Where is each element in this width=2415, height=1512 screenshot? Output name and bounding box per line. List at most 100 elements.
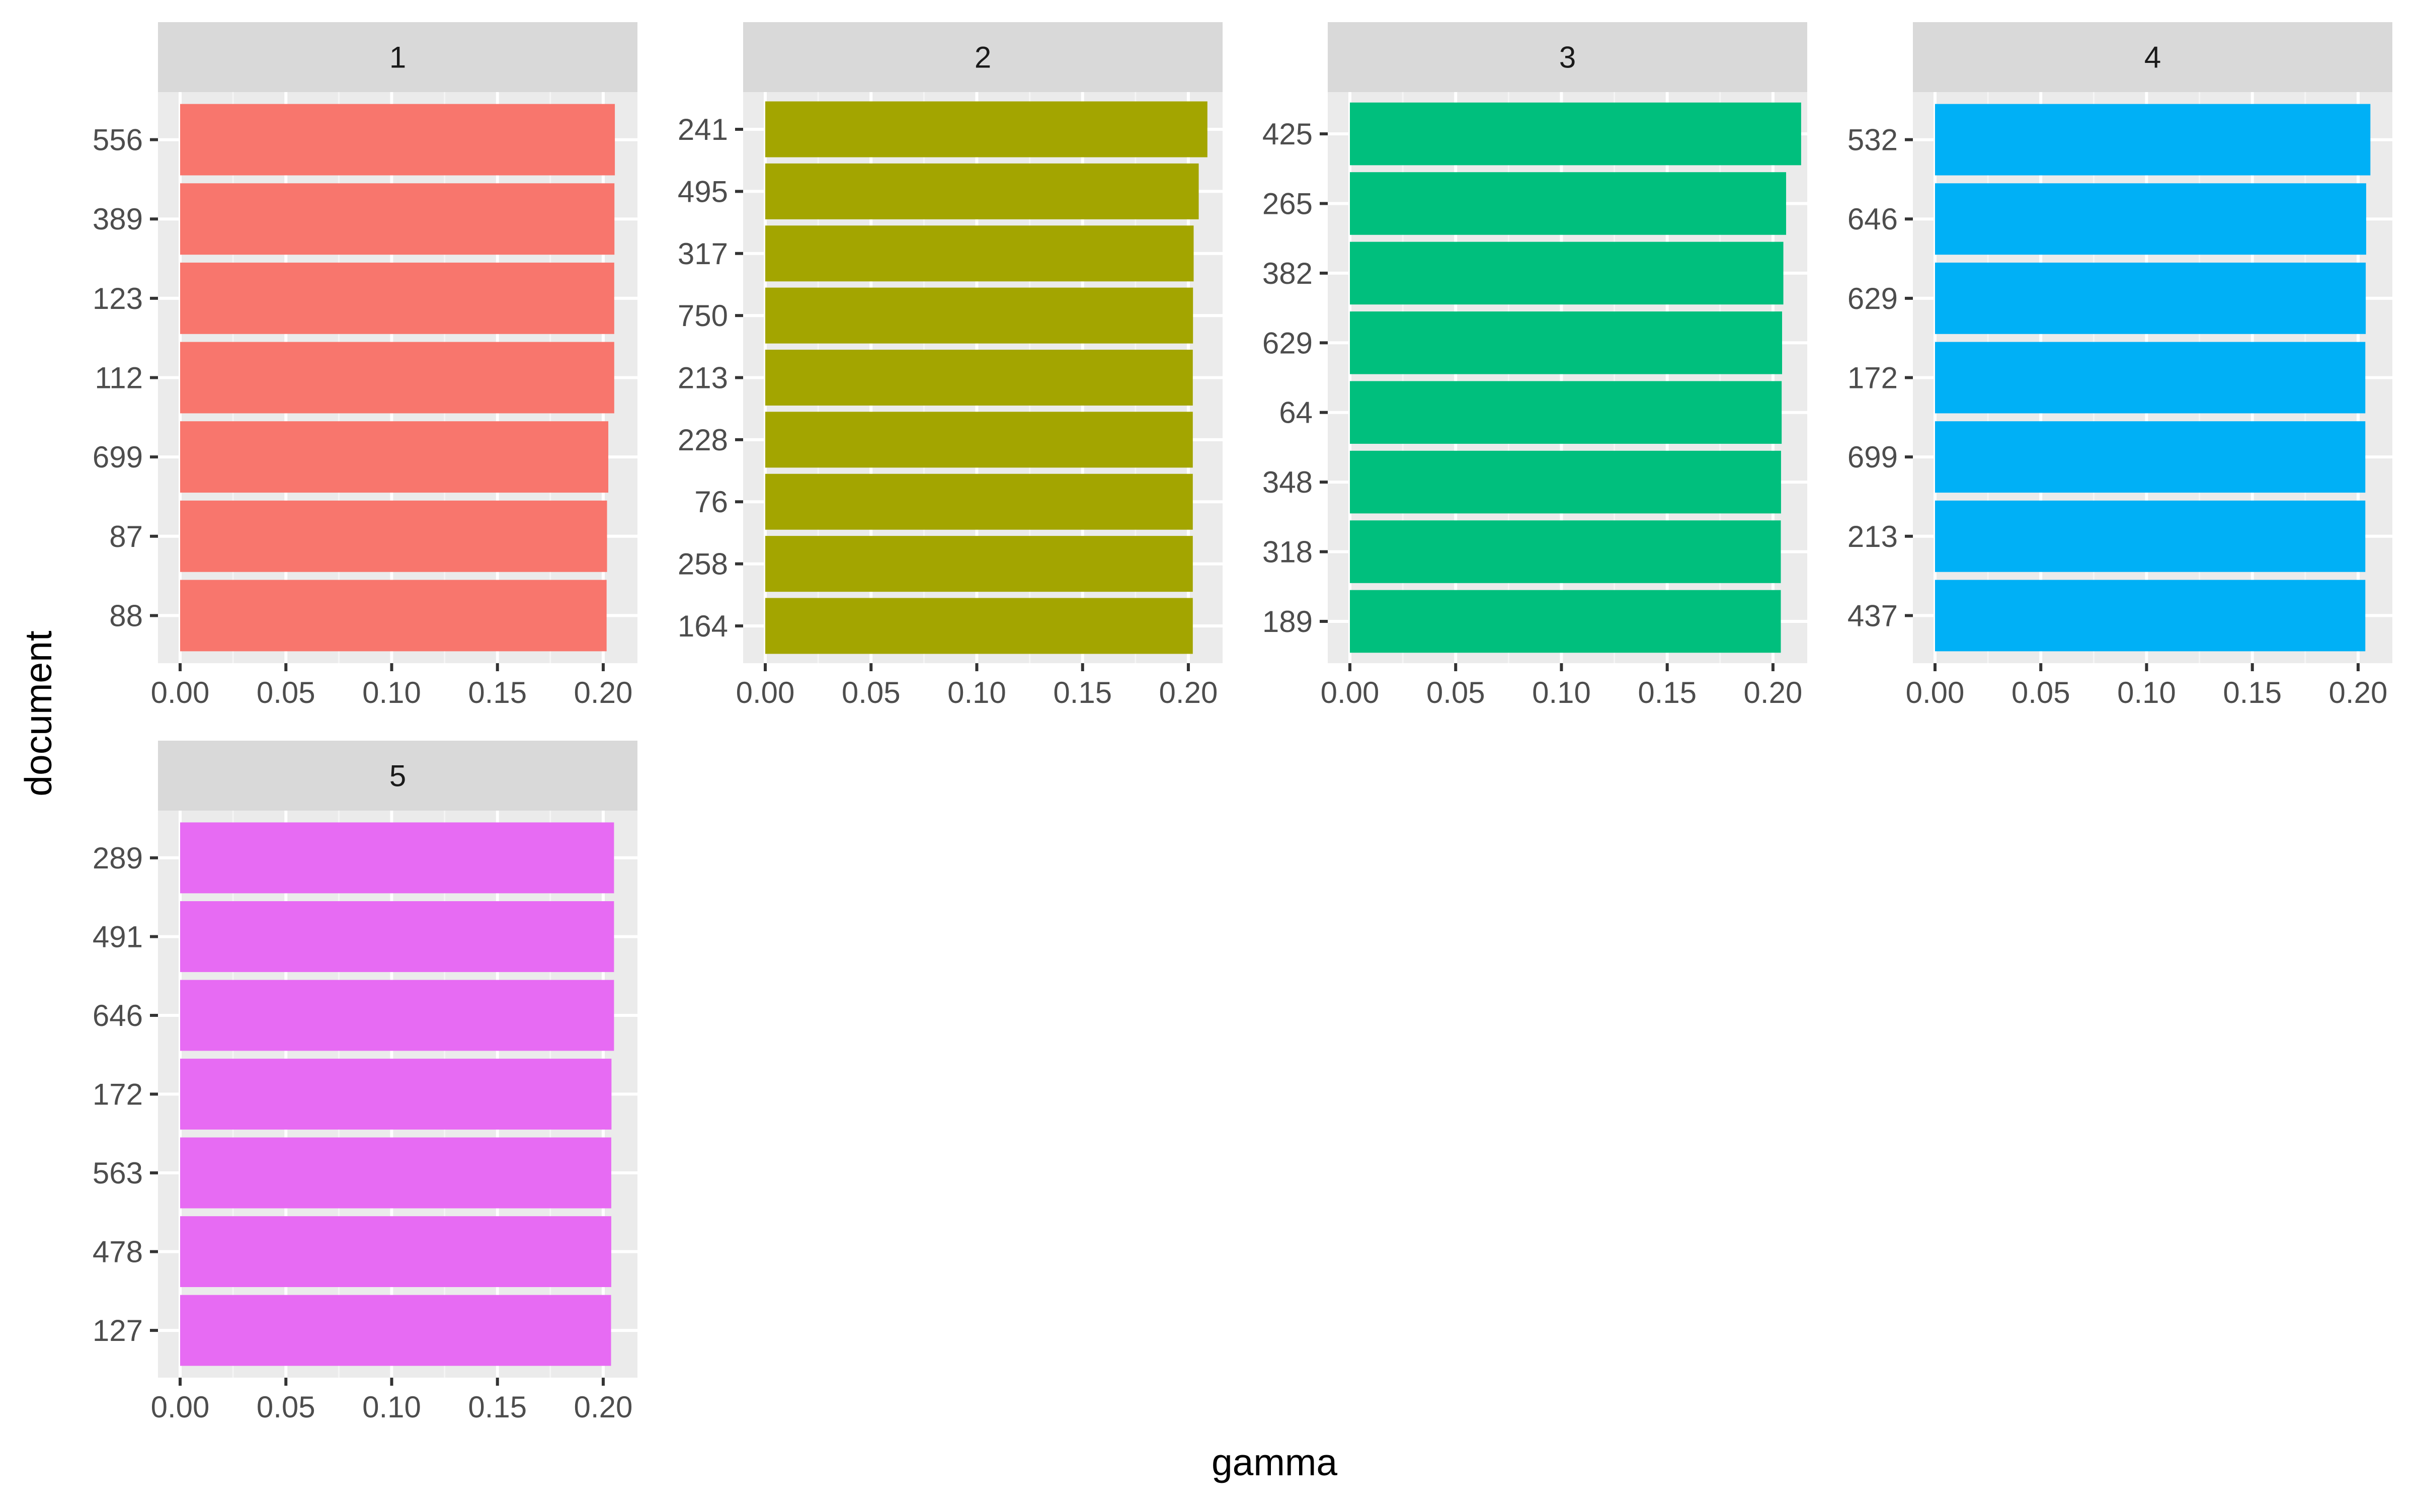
- facet-strip-label: 5: [389, 759, 406, 793]
- x-tick-label: 0.05: [2011, 676, 2070, 709]
- bar-3-318: [1350, 520, 1781, 583]
- y-tick-label: 646: [93, 999, 143, 1032]
- bar-2-317: [765, 225, 1194, 282]
- facet-strip-label: 1: [389, 41, 406, 74]
- y-tick-label: 317: [678, 237, 728, 271]
- x-tick-label: 0.10: [947, 676, 1006, 709]
- facet-strip: [158, 741, 637, 811]
- bar-4-437: [1935, 580, 2366, 652]
- facet-panel-1: 1 556 389 123 112 699 87 88 0.00 0.05 0.10 0.15 0.20: [93, 22, 637, 709]
- x-tick-label: 0.00: [151, 676, 210, 709]
- bar-1-88: [180, 580, 607, 652]
- x-tick-label: 0.15: [1638, 676, 1697, 709]
- x-tick-label: 0.00: [1906, 676, 1965, 709]
- y-tick-label: 699: [1847, 440, 1898, 474]
- bar-4-172: [1935, 342, 2366, 414]
- x-tick-label: 0.15: [468, 1390, 527, 1424]
- bar-3-382: [1350, 242, 1784, 305]
- y-tick-label: 646: [1847, 202, 1898, 236]
- x-tick-label: 0.05: [257, 1390, 315, 1424]
- bar-2-495: [765, 163, 1199, 219]
- bar-2-228: [765, 412, 1193, 468]
- bar-5-127: [180, 1295, 611, 1366]
- y-tick-label: 164: [678, 609, 728, 643]
- y-tick-label: 172: [1847, 361, 1898, 395]
- bar-5-478: [180, 1216, 611, 1287]
- bar-4-532: [1935, 104, 2371, 176]
- x-tick-label: 0.20: [1159, 676, 1218, 709]
- bar-4-213: [1935, 500, 2366, 572]
- bar-1-389: [180, 183, 615, 255]
- x-tick-label: 0.05: [1426, 676, 1485, 709]
- bar-2-213: [765, 349, 1193, 406]
- bar-4-629: [1935, 262, 2366, 334]
- bar-3-64: [1350, 381, 1782, 444]
- x-tick-label: 0.10: [362, 676, 421, 709]
- y-tick-label: 189: [1262, 605, 1313, 639]
- bar-3-265: [1350, 172, 1787, 235]
- bar-2-241: [765, 101, 1208, 157]
- y-tick-label: 258: [678, 547, 728, 581]
- y-tick-label: 629: [1262, 326, 1313, 360]
- facet-strip: [1328, 22, 1807, 92]
- x-tick-label: 0.15: [2223, 676, 2282, 709]
- facet-panel-5: 5 289 491 646 172 563 478 127 0.00 0.05 0.10 0.15 0.…: [93, 741, 637, 1424]
- y-axis-title: document: [17, 630, 59, 797]
- x-tick-label: 0.00: [151, 1390, 210, 1424]
- bar-3-425: [1350, 102, 1801, 166]
- y-tick-label: 112: [95, 361, 143, 395]
- x-tick-label: 0.10: [2117, 676, 2176, 709]
- y-tick-label: 88: [109, 599, 143, 632]
- x-tick-label: 0.20: [1744, 676, 1803, 709]
- bar-3-629: [1350, 311, 1783, 374]
- x-tick-label: 0.10: [362, 1390, 421, 1424]
- y-tick-label: 556: [93, 123, 143, 157]
- y-tick-label: 491: [93, 920, 143, 953]
- bar-2-750: [765, 287, 1193, 344]
- bar-2-76: [765, 473, 1193, 530]
- y-tick-label: 389: [93, 202, 143, 236]
- x-tick-label: 0.15: [1053, 676, 1112, 709]
- bar-1-112: [180, 342, 614, 414]
- y-tick-label: 213: [678, 361, 728, 395]
- x-tick-label: 0.05: [257, 676, 315, 709]
- bar-1-556: [180, 104, 615, 176]
- y-tick-label: 425: [1262, 117, 1313, 151]
- facet-strip-label: 3: [1559, 41, 1576, 74]
- y-tick-label: 495: [678, 175, 728, 208]
- x-tick-label: 0.05: [842, 676, 901, 709]
- y-tick-label: 532: [1847, 123, 1898, 157]
- facet-panel-3: 3 425 265 382 629 64 348 318 189 0.00 0.05 0.10 0.15…: [1262, 22, 1807, 709]
- x-axis-title: gamma: [1212, 1441, 1337, 1483]
- y-tick-label: 382: [1262, 257, 1313, 290]
- x-tick-label: 0.10: [1532, 676, 1591, 709]
- bar-5-289: [180, 822, 614, 894]
- y-tick-label: 241: [678, 113, 728, 146]
- bar-1-87: [180, 500, 607, 572]
- y-tick-label: 750: [678, 299, 728, 333]
- bar-5-491: [180, 901, 614, 972]
- facet-panel-4: 4 532 646 629 172 699 213 437 0.00 0.05 0.10 0.15 0.…: [1847, 22, 2392, 709]
- y-tick-label: 563: [93, 1156, 143, 1190]
- y-tick-label: 76: [694, 485, 728, 519]
- bar-4-699: [1935, 421, 2366, 493]
- bar-5-646: [180, 980, 614, 1051]
- y-tick-label: 172: [93, 1078, 143, 1111]
- bar-5-172: [180, 1059, 612, 1130]
- y-tick-label: 437: [1847, 599, 1898, 632]
- y-tick-label: 699: [93, 440, 143, 474]
- x-tick-label: 0.00: [736, 676, 795, 709]
- bar-3-348: [1350, 450, 1781, 514]
- y-tick-label: 228: [678, 423, 728, 457]
- facet-strip-label: 4: [2144, 41, 2161, 74]
- bar-4-646: [1935, 183, 2366, 255]
- y-tick-label: 318: [1262, 535, 1313, 569]
- bar-3-189: [1350, 590, 1781, 653]
- y-tick-label: 629: [1847, 282, 1898, 315]
- y-tick-label: 213: [1847, 520, 1898, 553]
- bar-1-699: [180, 421, 609, 493]
- y-tick-label: 265: [1262, 187, 1313, 220]
- x-tick-label: 0.15: [468, 676, 527, 709]
